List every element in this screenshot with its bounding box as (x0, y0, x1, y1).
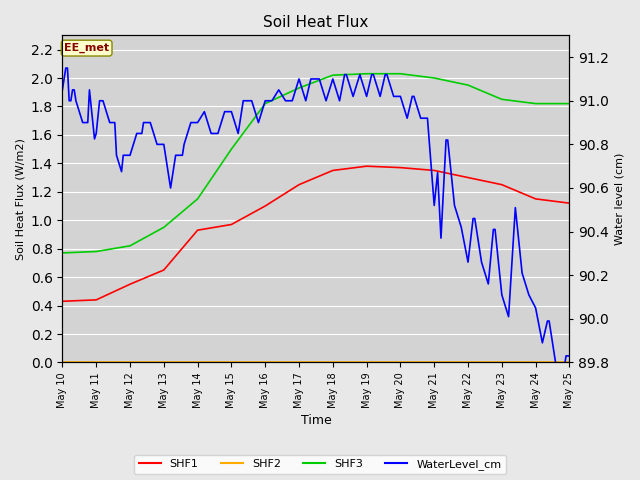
WaterLevel_cm (459, 233, 467, 239)
SHF3 (566, 101, 573, 107)
SHF2 (430, 360, 438, 365)
Text: EE_met: EE_met (64, 43, 109, 53)
SHF3 (228, 146, 236, 152)
SHF2 (566, 360, 573, 365)
SHF2 (194, 360, 202, 365)
SHF3 (295, 85, 303, 91)
SHF3 (464, 82, 472, 88)
SHF1 (329, 168, 337, 173)
SHF1 (397, 165, 404, 170)
X-axis label: Time: Time (301, 414, 332, 427)
SHF1 (228, 222, 236, 228)
SHF1 (566, 200, 573, 206)
WaterLevel_cm (566, 353, 573, 359)
SHF1 (464, 175, 472, 180)
Line: SHF1: SHF1 (63, 166, 570, 301)
SHF2 (126, 360, 134, 365)
SHF2 (464, 360, 472, 365)
SHF3 (397, 71, 404, 77)
SHF3 (363, 71, 371, 77)
WaterLevel_cm (559, 375, 566, 381)
Y-axis label: Soil Heat Flux (W/m2): Soil Heat Flux (W/m2) (15, 138, 25, 260)
SHF1 (126, 281, 134, 287)
SHF2 (261, 360, 269, 365)
SHF2 (329, 360, 337, 365)
SHF2 (397, 360, 404, 365)
Line: SHF3: SHF3 (63, 74, 570, 253)
SHF2 (295, 360, 303, 365)
WaterLevel_cm (530, 302, 538, 308)
SHF3 (329, 72, 337, 78)
SHF1 (295, 182, 303, 188)
SHF1 (498, 182, 506, 188)
SHF3 (532, 101, 540, 107)
SHF2 (92, 360, 100, 365)
WaterLevel_cm (488, 245, 495, 251)
SHF1 (363, 163, 371, 169)
SHF2 (363, 360, 371, 365)
SHF1 (194, 228, 202, 233)
WaterLevel_cm (406, 101, 414, 107)
SHF2 (59, 360, 67, 365)
SHF2 (160, 360, 168, 365)
SHF3 (430, 75, 438, 81)
WaterLevel_cm (59, 87, 67, 93)
SHF1 (532, 196, 540, 202)
Legend: SHF1, SHF2, SHF3, WaterLevel_cm: SHF1, SHF2, SHF3, WaterLevel_cm (134, 455, 506, 474)
Title: Soil Heat Flux: Soil Heat Flux (263, 15, 369, 30)
WaterLevel_cm (62, 65, 70, 71)
WaterLevel_cm (282, 98, 289, 104)
SHF3 (498, 96, 506, 102)
SHF1 (261, 203, 269, 209)
SHF2 (532, 360, 540, 365)
SHF1 (92, 297, 100, 303)
SHF3 (194, 196, 202, 202)
Line: WaterLevel_cm: WaterLevel_cm (63, 68, 570, 378)
WaterLevel_cm (265, 98, 273, 104)
SHF2 (228, 360, 236, 365)
SHF3 (59, 250, 67, 256)
Y-axis label: Water level (cm): Water level (cm) (615, 153, 625, 245)
SHF3 (160, 225, 168, 230)
SHF3 (261, 101, 269, 107)
SHF3 (92, 249, 100, 254)
SHF1 (59, 299, 67, 304)
SHF1 (430, 168, 438, 173)
SHF2 (498, 360, 506, 365)
SHF1 (160, 267, 168, 273)
SHF3 (126, 243, 134, 249)
